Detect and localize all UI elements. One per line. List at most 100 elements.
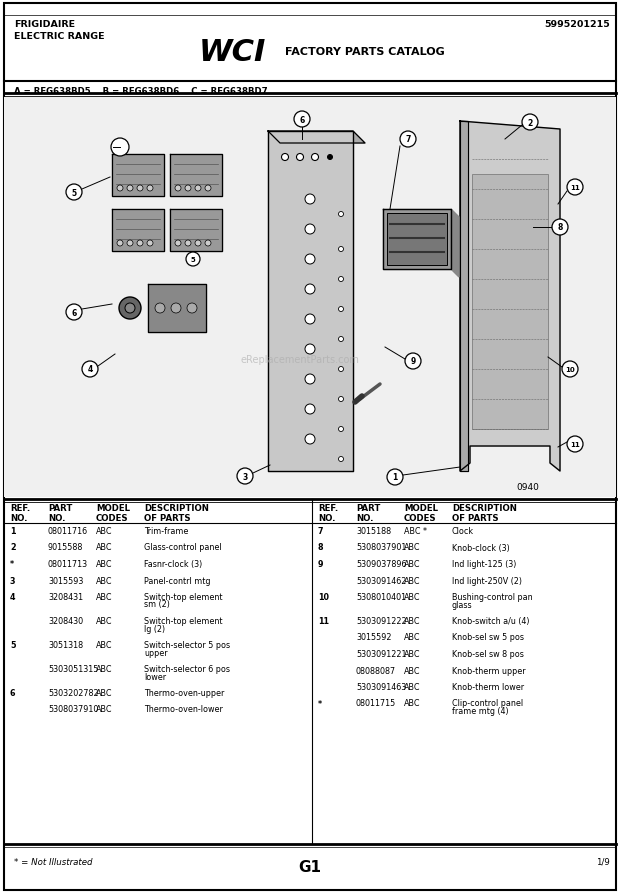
Circle shape <box>400 131 416 148</box>
Text: 7: 7 <box>405 135 410 144</box>
Circle shape <box>117 240 123 247</box>
Text: Switch-top element: Switch-top element <box>144 593 223 602</box>
Text: Ind light-250V (2): Ind light-250V (2) <box>452 576 522 585</box>
Text: 5308037901: 5308037901 <box>356 543 406 552</box>
Text: 3015593: 3015593 <box>48 576 83 585</box>
Circle shape <box>552 220 568 236</box>
Circle shape <box>82 361 98 377</box>
Text: ABC: ABC <box>96 543 112 552</box>
Text: 9: 9 <box>318 560 324 569</box>
Text: upper: upper <box>144 648 167 657</box>
Circle shape <box>339 457 343 462</box>
Circle shape <box>147 186 153 192</box>
Text: 08088087: 08088087 <box>356 666 396 675</box>
Text: A = REG638BD5    B = REG638BD6    C = REG638BD7: A = REG638BD5 B = REG638BD6 C = REG638BD… <box>14 87 268 96</box>
Circle shape <box>117 186 123 192</box>
Text: PART
NO.: PART NO. <box>356 503 381 523</box>
Circle shape <box>305 315 315 325</box>
Text: Switch-selector 5 pos: Switch-selector 5 pos <box>144 640 230 649</box>
Text: Switch-selector 6 pos: Switch-selector 6 pos <box>144 664 230 673</box>
Circle shape <box>562 361 578 377</box>
Text: G1: G1 <box>298 859 322 874</box>
Text: 2: 2 <box>528 118 533 127</box>
Polygon shape <box>451 210 459 278</box>
Text: lower: lower <box>144 671 166 680</box>
Text: ABC: ABC <box>404 699 420 708</box>
Text: Clip-control panel: Clip-control panel <box>452 699 523 708</box>
Text: ABC: ABC <box>96 704 112 713</box>
Text: *: * <box>10 560 14 569</box>
Text: 5: 5 <box>190 257 195 263</box>
Text: ABC: ABC <box>404 633 420 642</box>
Circle shape <box>171 304 181 314</box>
Circle shape <box>339 427 343 432</box>
Text: 3: 3 <box>10 576 16 585</box>
Text: Knob-switch a/u (4): Knob-switch a/u (4) <box>452 616 529 625</box>
Polygon shape <box>460 122 560 471</box>
Circle shape <box>281 155 288 161</box>
Text: DESCRIPTION
OF PARTS: DESCRIPTION OF PARTS <box>452 503 517 523</box>
Circle shape <box>125 304 135 314</box>
Polygon shape <box>268 131 353 471</box>
Text: 5309037896: 5309037896 <box>356 560 407 569</box>
Text: 3208431: 3208431 <box>48 593 83 602</box>
Circle shape <box>127 240 133 247</box>
Text: ABC: ABC <box>96 593 112 602</box>
Text: ABC: ABC <box>96 527 112 536</box>
Text: ABC: ABC <box>96 640 112 649</box>
Text: MODEL
CODES: MODEL CODES <box>96 503 130 523</box>
Text: 9015588: 9015588 <box>48 543 83 552</box>
Text: Knob-sel sw 8 pos: Knob-sel sw 8 pos <box>452 649 524 658</box>
Text: lg (2): lg (2) <box>144 624 165 633</box>
Text: 10: 10 <box>318 593 329 602</box>
Text: Panel-contrl mtg: Panel-contrl mtg <box>144 576 211 585</box>
Circle shape <box>296 155 304 161</box>
Circle shape <box>305 284 315 295</box>
Circle shape <box>339 337 343 342</box>
Circle shape <box>327 156 332 160</box>
Text: ABC: ABC <box>404 560 420 569</box>
Text: 3051318: 3051318 <box>48 640 83 649</box>
Circle shape <box>66 185 82 201</box>
Circle shape <box>305 344 315 355</box>
Text: 8: 8 <box>557 224 563 232</box>
Circle shape <box>339 367 343 372</box>
Text: 5303091463: 5303091463 <box>356 682 406 691</box>
Text: 4: 4 <box>10 593 16 602</box>
Circle shape <box>66 305 82 321</box>
Text: 11: 11 <box>318 616 329 625</box>
Bar <box>4 97 616 497</box>
Polygon shape <box>460 122 468 471</box>
Text: Glass-control panel: Glass-control panel <box>144 543 221 552</box>
Text: Knob-clock (3): Knob-clock (3) <box>452 543 510 552</box>
Text: 1: 1 <box>392 473 397 482</box>
Polygon shape <box>383 210 451 270</box>
Text: MODEL
CODES: MODEL CODES <box>404 503 438 523</box>
Text: Knob-therm upper: Knob-therm upper <box>452 666 526 675</box>
Text: ABC: ABC <box>404 666 420 675</box>
Circle shape <box>195 186 201 192</box>
Circle shape <box>339 397 343 402</box>
Text: WCI: WCI <box>198 38 266 66</box>
Text: FACTORY PARTS CATALOG: FACTORY PARTS CATALOG <box>285 47 445 57</box>
Text: Bushing-control pan: Bushing-control pan <box>452 593 533 602</box>
Text: sm (2): sm (2) <box>144 600 170 609</box>
Text: 3: 3 <box>242 472 247 481</box>
Polygon shape <box>112 155 164 197</box>
Text: glass: glass <box>452 600 472 609</box>
Circle shape <box>205 186 211 192</box>
Circle shape <box>137 240 143 247</box>
Text: Knob-sel sw 5 pos: Knob-sel sw 5 pos <box>452 633 524 642</box>
Circle shape <box>305 224 315 235</box>
Circle shape <box>147 240 153 247</box>
Text: Knob-therm lower: Knob-therm lower <box>452 682 524 691</box>
Circle shape <box>339 277 343 283</box>
Circle shape <box>305 405 315 415</box>
Circle shape <box>137 186 143 192</box>
Text: ABC: ABC <box>404 576 420 585</box>
Circle shape <box>237 468 253 485</box>
Text: Trim-frame: Trim-frame <box>144 527 188 536</box>
Circle shape <box>127 186 133 192</box>
Text: ABC: ABC <box>404 543 420 552</box>
Text: ABC: ABC <box>96 560 112 569</box>
